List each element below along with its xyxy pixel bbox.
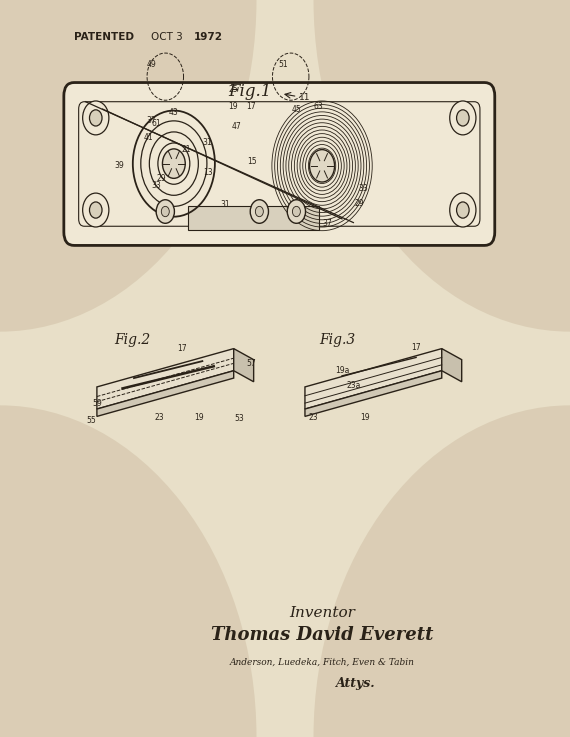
- Text: 63: 63: [313, 102, 323, 111]
- Text: 1972: 1972: [194, 32, 223, 42]
- FancyBboxPatch shape: [64, 83, 495, 245]
- Text: 33: 33: [359, 184, 369, 193]
- Text: 23: 23: [155, 413, 164, 422]
- Text: 13: 13: [203, 168, 213, 177]
- Bar: [188, 206, 319, 230]
- Text: 21: 21: [182, 145, 191, 154]
- Circle shape: [0, 0, 256, 332]
- Polygon shape: [305, 371, 442, 416]
- Text: 51: 51: [279, 60, 288, 69]
- Text: 37: 37: [323, 219, 333, 228]
- Circle shape: [156, 200, 174, 223]
- Text: 15: 15: [248, 157, 257, 166]
- Text: 19: 19: [195, 413, 204, 422]
- Text: 17: 17: [178, 344, 187, 353]
- Text: 49: 49: [146, 60, 156, 69]
- Circle shape: [83, 101, 109, 135]
- Text: 33: 33: [152, 181, 162, 190]
- Text: 11: 11: [299, 93, 311, 102]
- Circle shape: [162, 149, 185, 178]
- Polygon shape: [234, 349, 254, 382]
- Text: 45: 45: [291, 105, 302, 113]
- Text: 23: 23: [309, 413, 318, 422]
- Circle shape: [450, 101, 476, 135]
- Circle shape: [161, 206, 169, 217]
- Text: Thomas David Everett: Thomas David Everett: [211, 626, 433, 644]
- Circle shape: [450, 193, 476, 227]
- Polygon shape: [305, 349, 442, 409]
- Text: 31: 31: [202, 138, 211, 147]
- Text: 23a: 23a: [346, 381, 361, 390]
- Text: 57: 57: [246, 359, 256, 368]
- Polygon shape: [442, 349, 462, 382]
- Text: 39: 39: [115, 161, 125, 170]
- Text: 29: 29: [157, 174, 166, 183]
- Text: 47: 47: [231, 122, 242, 130]
- Text: OCT 3: OCT 3: [151, 32, 183, 42]
- Text: 19: 19: [228, 102, 237, 111]
- Text: 43: 43: [169, 108, 179, 117]
- Polygon shape: [97, 371, 234, 416]
- Circle shape: [310, 150, 335, 182]
- Text: Inventor: Inventor: [289, 606, 355, 620]
- Text: 55: 55: [86, 416, 96, 425]
- Circle shape: [89, 202, 102, 218]
- Text: 29: 29: [355, 199, 364, 208]
- Text: Fig.2: Fig.2: [114, 333, 150, 347]
- Text: 31: 31: [221, 200, 230, 209]
- Circle shape: [314, 0, 570, 332]
- Text: PATENTED: PATENTED: [74, 32, 134, 42]
- Text: 17: 17: [246, 102, 255, 111]
- Circle shape: [457, 202, 469, 218]
- Text: Fig.3: Fig.3: [319, 333, 356, 347]
- Polygon shape: [97, 349, 234, 409]
- Text: 25: 25: [229, 85, 238, 94]
- Text: 59: 59: [92, 399, 102, 408]
- Circle shape: [457, 110, 469, 126]
- Text: 19: 19: [360, 413, 369, 422]
- Text: 53: 53: [234, 414, 245, 423]
- Circle shape: [314, 405, 570, 737]
- Circle shape: [83, 193, 109, 227]
- Circle shape: [287, 200, 306, 223]
- Circle shape: [292, 206, 300, 217]
- Text: 37: 37: [146, 116, 156, 125]
- Circle shape: [89, 110, 102, 126]
- Text: 61: 61: [152, 119, 161, 128]
- Circle shape: [0, 405, 256, 737]
- Text: Attys.: Attys.: [336, 677, 376, 690]
- Circle shape: [255, 206, 263, 217]
- Text: 17: 17: [412, 343, 421, 352]
- Text: Anderson, Luedeka, Fitch, Even & Tabin: Anderson, Luedeka, Fitch, Even & Tabin: [230, 657, 414, 666]
- Text: 19a: 19a: [335, 366, 349, 375]
- Text: Fig.1: Fig.1: [228, 83, 271, 100]
- Circle shape: [250, 200, 268, 223]
- Text: 41: 41: [144, 133, 153, 142]
